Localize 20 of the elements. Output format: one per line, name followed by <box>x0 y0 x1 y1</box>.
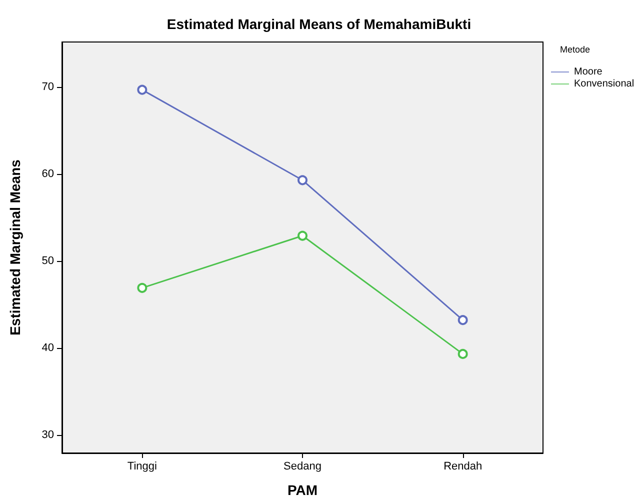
x-tick-label: Rendah <box>444 460 482 472</box>
legend-label: Moore <box>574 66 603 78</box>
point <box>458 348 468 359</box>
y-tick-label: 70 <box>42 81 54 94</box>
y-tick-label: 30 <box>42 428 54 441</box>
x-tick-label: Sedang <box>284 460 322 472</box>
point <box>298 175 308 186</box>
point <box>137 84 148 95</box>
y-tick-label: 60 <box>42 168 54 180</box>
y-tick-label: 40 <box>42 342 54 354</box>
point <box>298 230 308 241</box>
point <box>458 315 468 326</box>
point <box>137 282 148 293</box>
x-tick-label: Tinggi <box>127 460 157 472</box>
legend-label: Konvensional <box>574 78 634 90</box>
legend-title: Metode <box>560 44 590 54</box>
y-axis-title: Estimated Marginal Means <box>7 159 23 336</box>
chart-title: Estimated Marginal Means of MemahamiBukti <box>166 16 472 32</box>
y-tick-label: 50 <box>42 254 54 267</box>
x-axis-title: PAM <box>287 482 318 498</box>
